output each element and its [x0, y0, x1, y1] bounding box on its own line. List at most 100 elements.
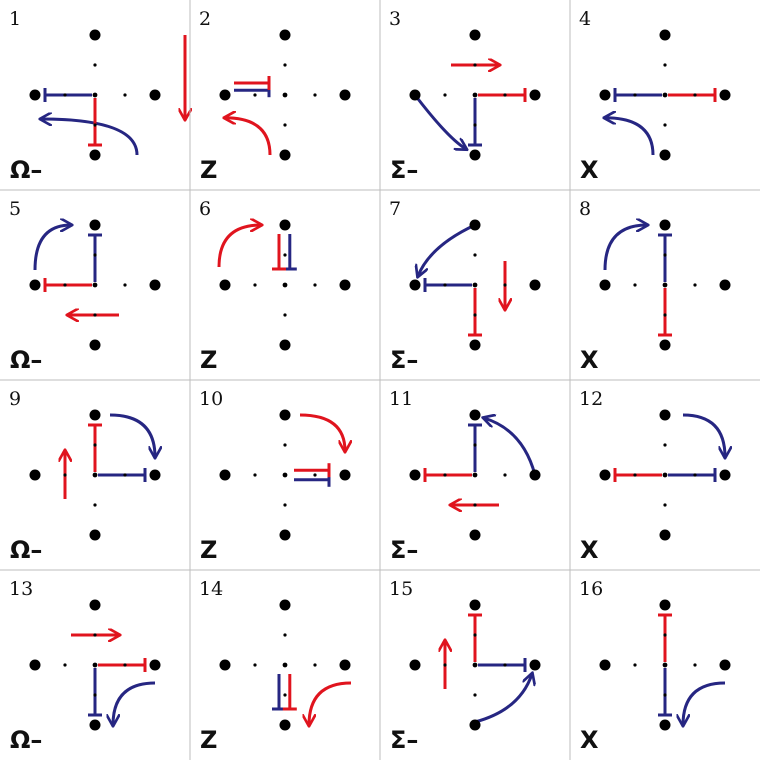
center-node: [472, 472, 478, 478]
mid-node: [663, 633, 667, 637]
panel: 15 Σ–: [389, 578, 541, 754]
move-arrow: [605, 118, 655, 156]
mid-node: [663, 313, 667, 317]
mid-node: [633, 473, 637, 477]
panel-label: X: [580, 726, 599, 754]
mid-node: [663, 253, 667, 257]
panel-label: Σ–: [390, 536, 418, 564]
center-node: [282, 662, 288, 668]
mid-node: [313, 283, 317, 287]
outer-node: [529, 659, 541, 671]
outer-node: [279, 599, 291, 611]
panel-number: 16: [579, 578, 603, 600]
panel-number: 6: [199, 198, 211, 220]
panel-number: 3: [389, 8, 401, 30]
mid-node: [693, 473, 697, 477]
center-node: [282, 282, 288, 288]
panel-label: Σ–: [390, 726, 418, 754]
mid-node: [93, 313, 97, 317]
outer-node: [149, 469, 161, 481]
mid-node: [123, 93, 127, 97]
center-node: [282, 472, 288, 478]
panel-number: 15: [389, 578, 413, 600]
panel: 2Z: [199, 8, 351, 184]
panel-label: Z: [200, 346, 217, 374]
outer-node: [149, 659, 161, 671]
outer-node: [89, 149, 101, 161]
center-node: [472, 662, 478, 668]
outer-node: [469, 29, 481, 41]
outer-node: [409, 659, 421, 671]
panel-number: 11: [389, 388, 413, 410]
outer-node: [599, 89, 611, 101]
panel-number: 14: [199, 578, 223, 600]
outer-node: [279, 339, 291, 351]
panel: 4X: [579, 8, 731, 184]
mid-node: [123, 473, 127, 477]
mid-node: [283, 693, 287, 697]
mid-node: [503, 283, 507, 287]
mid-node: [123, 283, 127, 287]
outer-node: [89, 599, 101, 611]
panel: 16 X: [579, 578, 731, 754]
mid-node: [693, 283, 697, 287]
center-node: [662, 92, 668, 98]
mid-node: [473, 123, 477, 127]
outer-node: [469, 409, 481, 421]
outer-node: [279, 219, 291, 231]
panel-number: 2: [199, 8, 211, 30]
outer-node: [719, 659, 731, 671]
outer-node: [659, 29, 671, 41]
mid-node: [93, 693, 97, 697]
outer-node: [89, 339, 101, 351]
panel: 11 Σ–: [389, 388, 541, 564]
panel: 3 Σ–: [389, 8, 541, 184]
panel-label: Z: [200, 536, 217, 564]
move-arrow: [603, 225, 647, 271]
panel-number: 9: [9, 388, 21, 410]
panel-number: 4: [579, 8, 591, 30]
mid-node: [693, 663, 697, 667]
outer-node: [409, 279, 421, 291]
move-arrow: [113, 681, 156, 725]
mid-node: [693, 93, 697, 97]
mid-node: [313, 663, 317, 667]
panel: 9 Ω–: [9, 388, 161, 564]
mid-node: [473, 443, 477, 447]
outer-node: [279, 29, 291, 41]
mid-node: [473, 253, 477, 257]
mid-node: [503, 663, 507, 667]
mid-node: [443, 663, 447, 667]
mid-node: [633, 93, 637, 97]
mid-node: [283, 633, 287, 637]
outer-node: [469, 719, 481, 731]
panel-number: 7: [389, 198, 401, 220]
center-node: [472, 92, 478, 98]
panel: 12 X: [579, 388, 731, 564]
move-arrow: [299, 413, 345, 451]
move-arrow: [225, 118, 272, 156]
outer-node: [29, 89, 41, 101]
outer-node: [219, 89, 231, 101]
outer-node: [469, 149, 481, 161]
outer-node: [469, 529, 481, 541]
panel-number: 1: [9, 8, 21, 30]
outer-node: [339, 89, 351, 101]
outer-node: [599, 659, 611, 671]
center-node: [282, 92, 288, 98]
outer-node: [469, 599, 481, 611]
panel-number: 12: [579, 388, 603, 410]
mid-node: [93, 633, 97, 637]
mid-node: [473, 63, 477, 67]
panel-label: Σ–: [390, 156, 418, 184]
move-arrow: [217, 225, 261, 268]
mid-node: [313, 93, 317, 97]
outer-node: [659, 719, 671, 731]
outer-node: [29, 469, 41, 481]
mid-node: [253, 93, 257, 97]
panel-number: 8: [579, 198, 591, 220]
panel-label: Ω–: [10, 726, 42, 754]
panel-label: Σ–: [390, 346, 418, 374]
mid-node: [503, 93, 507, 97]
